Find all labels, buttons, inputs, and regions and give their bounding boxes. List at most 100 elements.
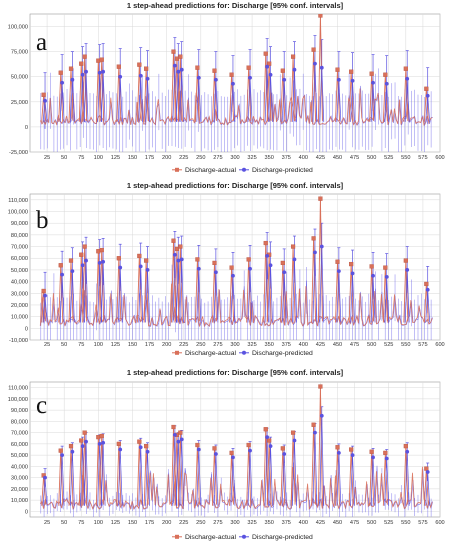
actual-spike [263, 53, 267, 122]
series-line-background-actual [39, 283, 433, 328]
chart-title: 1 step-ahead predictions for: Discharge … [127, 181, 344, 190]
plot-content [39, 196, 434, 340]
actual-spike [266, 440, 270, 506]
actual-spike [179, 56, 183, 121]
predicted-point [282, 452, 287, 456]
actual-spike [138, 64, 142, 121]
actual-spike [371, 451, 375, 505]
actual-spike [369, 451, 373, 506]
predicted-spike [181, 439, 185, 506]
actual-spike [313, 424, 317, 505]
x-tick-label: 425 [316, 342, 325, 348]
predicted-point [80, 444, 85, 449]
predicted-spike [181, 69, 185, 122]
x-tick-label: 50 [61, 342, 67, 348]
x-tick-label: 600 [435, 520, 444, 526]
predicted-spike [102, 261, 106, 323]
predicted-point [384, 275, 389, 279]
actual-spike [292, 432, 296, 505]
predicted-spike [59, 455, 63, 506]
y-tick-label: 80,000 [11, 419, 28, 425]
predicted-spike [80, 446, 83, 506]
predicted-point [213, 77, 218, 82]
predicted-point [172, 252, 177, 257]
predicted-spike [249, 450, 253, 506]
panel-label: c [36, 392, 47, 419]
actual-spike [212, 448, 215, 506]
predicted-spike [232, 275, 236, 323]
actual-point [335, 259, 340, 264]
predicted-spike [336, 271, 340, 323]
predicted-point [118, 447, 123, 452]
x-tick-label: 400 [299, 342, 308, 348]
actual-point [369, 71, 374, 76]
x-tick-label: 475 [350, 520, 359, 526]
predicted-point [84, 439, 88, 444]
actual-point [335, 67, 340, 72]
predicted-spike [198, 77, 202, 122]
predicted-spike [42, 477, 46, 506]
x-tick-label: 225 [179, 155, 188, 161]
actual-point [116, 441, 121, 446]
predicted-point [268, 263, 273, 268]
x-tick-label: 150 [128, 520, 137, 526]
y-tick-label: 50,000 [11, 268, 28, 274]
x-tick-label: 50 [61, 155, 67, 161]
predicted-spike [72, 271, 75, 323]
actual-point [318, 14, 323, 18]
y-tick-label: 50,000 [11, 453, 28, 459]
predicted-spike [384, 83, 388, 122]
actual-spike [138, 441, 142, 505]
legend-label-predicted: Discharge-predicted [252, 534, 313, 541]
actual-spike [41, 475, 45, 506]
actual-point [171, 49, 176, 54]
predicted-spike [196, 77, 200, 122]
y-tick-label: 110,000 [8, 386, 28, 392]
x-tick-label: 350 [264, 520, 273, 526]
predicted-spike [61, 455, 65, 506]
actual-spike [382, 74, 386, 122]
predicted-spike [145, 269, 148, 323]
actual-spike [317, 198, 321, 323]
predicted-point [319, 244, 324, 249]
actual-spike [174, 58, 178, 122]
predicted-spike [181, 259, 185, 323]
predicted-spike [372, 457, 376, 506]
actual-spike [268, 440, 272, 505]
predicted-point [384, 456, 389, 461]
x-tick-label: 200 [162, 342, 171, 348]
predicted-point [172, 63, 177, 68]
actual-spike [84, 432, 88, 505]
actual-spike [266, 63, 270, 122]
x-tick-label: 50 [61, 520, 67, 526]
predicted-spike [102, 71, 106, 122]
predicted-spike [97, 262, 101, 323]
actual-spike [99, 435, 103, 506]
predicted-spike [44, 477, 48, 506]
chart-title: 1 step-ahead predictions for: Discharge … [127, 1, 344, 10]
predicted-spike [42, 295, 46, 323]
actual-point [383, 450, 388, 455]
actual-point [178, 244, 183, 249]
predicted-spike [83, 441, 87, 506]
predicted-point [213, 270, 218, 275]
actual-spike [290, 432, 294, 506]
predicted-spike [372, 82, 376, 122]
x-tick-label: 250 [196, 520, 205, 526]
actual-point [267, 61, 272, 66]
predicted-point [248, 75, 252, 80]
actual-spike [335, 69, 338, 122]
actual-spike [174, 434, 178, 506]
x-tick-label: 100 [94, 520, 103, 526]
actual-point [267, 438, 272, 443]
predicted-spike [179, 439, 183, 506]
predicted-spike [268, 74, 271, 122]
actual-spike [78, 440, 82, 506]
actual-point [349, 69, 354, 74]
x-tick-label: 425 [316, 155, 325, 161]
predicted-spike [425, 95, 429, 122]
x-tick-label: 300 [230, 342, 239, 348]
actual-point [41, 288, 46, 294]
y-tick-label: 70,000 [11, 245, 28, 251]
predicted-point [213, 452, 218, 456]
